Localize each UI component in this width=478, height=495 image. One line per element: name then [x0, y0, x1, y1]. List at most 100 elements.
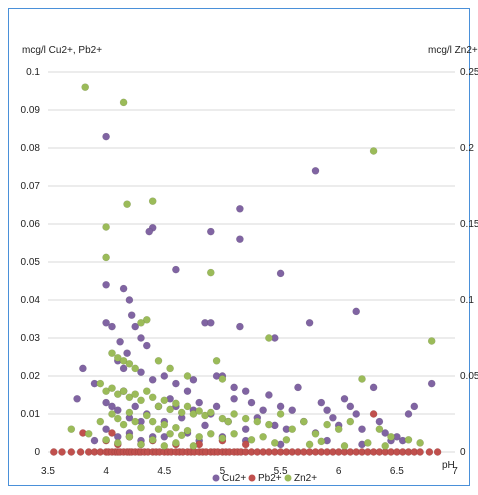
data-point	[369, 383, 378, 392]
data-point	[236, 235, 244, 244]
data-point	[172, 439, 180, 447]
data-point	[148, 197, 157, 206]
data-point	[201, 421, 209, 430]
data-point	[102, 253, 110, 262]
data-point	[236, 322, 244, 331]
data-point	[317, 398, 326, 407]
data-point	[206, 268, 215, 277]
data-point	[358, 375, 366, 383]
data-point	[369, 410, 378, 418]
data-point	[148, 417, 157, 426]
data-point	[113, 406, 122, 415]
data-point	[131, 364, 140, 373]
data-point	[259, 432, 267, 441]
data-point	[84, 429, 93, 438]
data-point	[125, 432, 134, 441]
data-point	[241, 387, 250, 396]
data-point	[79, 364, 87, 373]
data-point	[102, 280, 110, 289]
data-point	[276, 269, 285, 278]
y-right-tick-label: 0.1	[460, 295, 474, 306]
data-point	[160, 432, 169, 441]
tick-labels: 0 0.01 0.02 0.03 0.04 0.05 0.06 0.07 0.08 0.09 0.1…	[21, 67, 478, 477]
data-point	[241, 440, 250, 449]
data-point	[381, 442, 390, 450]
series-zn2	[67, 83, 436, 450]
y-left-tick-label: 0.06	[21, 219, 41, 230]
y-left-tick-label: 0	[34, 447, 40, 458]
y-left-tick-label: 0.1	[26, 67, 40, 78]
data-point	[131, 402, 140, 411]
data-point	[212, 356, 221, 365]
data-point	[81, 83, 90, 92]
data-point	[108, 322, 116, 331]
data-point	[276, 410, 285, 418]
data-point	[416, 439, 424, 447]
data-point	[189, 410, 198, 418]
y-left-tick-label: 0.07	[21, 181, 41, 192]
data-point	[305, 318, 314, 327]
data-point	[137, 318, 145, 327]
data-point	[108, 410, 116, 418]
data-point	[288, 406, 297, 415]
data-point	[102, 425, 110, 434]
data-point	[108, 384, 116, 393]
y-left-tick-label: 0.08	[21, 143, 41, 154]
data-point	[131, 322, 140, 331]
data-point	[427, 337, 436, 345]
data-point	[346, 402, 355, 411]
data-point	[206, 408, 215, 417]
y-right-tick-label: 0.2	[460, 143, 474, 154]
data-point	[381, 429, 390, 437]
data-point	[340, 442, 349, 450]
data-point	[160, 396, 169, 405]
data-point	[113, 414, 122, 423]
data-point	[416, 448, 424, 456]
data-point	[131, 390, 140, 399]
data-point	[329, 413, 337, 422]
data-point	[404, 435, 413, 444]
data-point	[230, 394, 238, 403]
data-point	[119, 387, 128, 396]
x-tick-label: 7	[452, 466, 458, 477]
data-point	[137, 423, 145, 432]
data-point	[90, 436, 99, 445]
data-point	[427, 379, 436, 388]
data-point	[241, 425, 250, 434]
data-point	[125, 296, 134, 304]
data-point	[195, 398, 204, 407]
x-tick-label: 4	[103, 466, 109, 477]
x-tick-label: 5	[220, 466, 226, 477]
y-left-tick-label: 0.01	[21, 409, 41, 420]
data-point	[206, 318, 215, 327]
data-point	[276, 402, 285, 411]
data-point	[177, 408, 186, 417]
data-point	[224, 417, 233, 426]
data-point	[142, 315, 151, 324]
data-point	[102, 398, 110, 407]
data-point	[166, 405, 174, 414]
data-point	[96, 379, 105, 388]
legend-marker	[212, 474, 220, 482]
data-point	[241, 414, 250, 423]
data-point	[172, 265, 180, 274]
x-tick-label: 5.5	[274, 466, 288, 477]
data-point	[375, 425, 384, 434]
y-right-tick-label: 0.25	[460, 67, 478, 78]
y-left-tick-label: 0.03	[21, 333, 41, 344]
x-axis-label: pH	[442, 460, 455, 471]
data-point	[183, 426, 192, 435]
data-point	[230, 383, 238, 392]
data-point	[172, 423, 180, 432]
data-point	[102, 223, 110, 231]
data-point	[73, 394, 81, 403]
data-point	[265, 391, 273, 399]
data-point	[119, 284, 128, 293]
data-point	[299, 417, 308, 426]
y-left-tick-label: 0.02	[21, 371, 41, 382]
y-right-tick-label: 0.15	[460, 219, 478, 230]
data-point	[218, 375, 227, 383]
legend-marker	[248, 474, 256, 482]
data-point	[58, 448, 66, 456]
data-point	[288, 425, 297, 434]
